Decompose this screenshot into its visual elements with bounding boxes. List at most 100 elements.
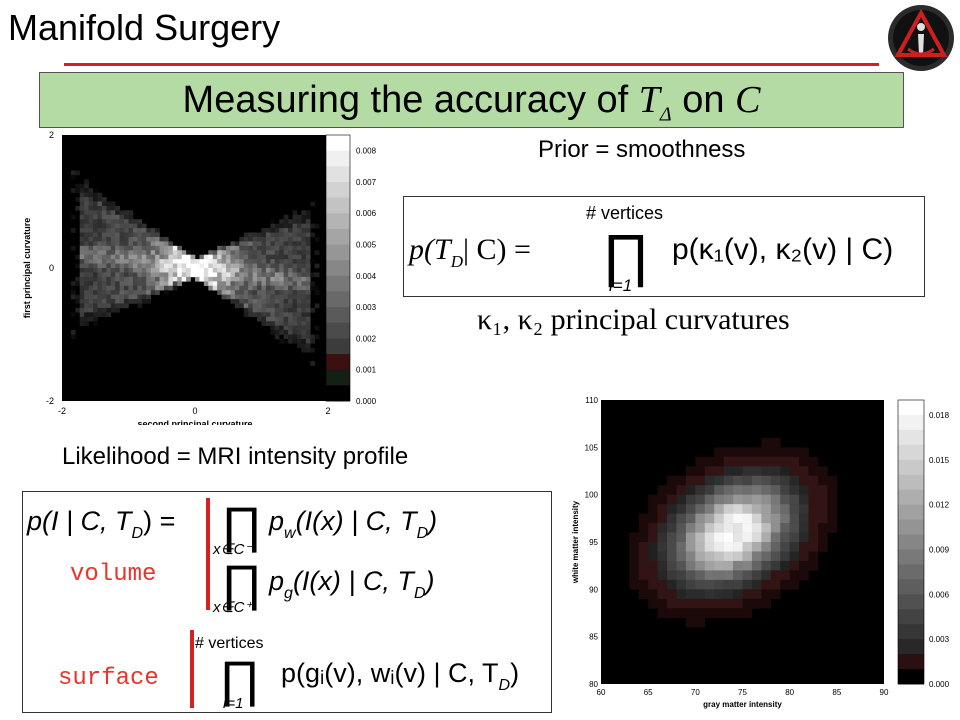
colorbar-step — [898, 639, 924, 655]
heatmap-cell — [97, 197, 103, 202]
heatmap-cell — [132, 236, 138, 242]
heatmap-cell — [270, 250, 276, 256]
colorbar-tick-label: 0.008 — [356, 147, 377, 156]
heatmap-cell — [84, 241, 89, 247]
heatmap-cell — [279, 223, 284, 229]
heatmap-cell — [212, 254, 218, 260]
colorbar-step — [326, 354, 350, 371]
product-icon: ∏ — [221, 555, 262, 611]
heatmap-cell — [714, 579, 724, 590]
heatmap-cell — [97, 205, 103, 211]
heatmap-cell — [685, 560, 696, 571]
heatmap-cell — [279, 250, 284, 256]
heatmap-cell — [155, 259, 160, 264]
x-tick-label: 60 — [597, 688, 606, 697]
heatmap-cell — [270, 232, 276, 238]
heatmap-cell — [159, 268, 165, 273]
heatmap-cell — [270, 276, 276, 282]
heatmap-cell — [248, 281, 253, 287]
heatmap-cell — [115, 307, 120, 313]
heatmap-cell — [208, 272, 214, 278]
heatmap-cell — [770, 542, 781, 552]
y-tick-label: 90 — [589, 585, 598, 594]
heatmap-cell — [226, 263, 231, 269]
heatmap-cell — [150, 228, 156, 233]
heatmap-cell — [310, 347, 316, 353]
heatmap-cell — [270, 321, 276, 326]
heatmap-cell — [132, 250, 138, 256]
heatmap-cell — [261, 290, 267, 295]
heatmap-cell — [301, 219, 307, 224]
colorbar-step — [898, 609, 924, 625]
heatmap-cell — [265, 285, 271, 291]
heatmap-cell — [234, 294, 240, 300]
heatmap-cell — [239, 285, 245, 291]
heatmap-cell — [97, 219, 103, 224]
heatmap-cell — [159, 281, 165, 287]
heatmap-cell — [132, 245, 138, 251]
heatmap-cell — [146, 228, 151, 233]
colorbar-tick-label: 0.007 — [356, 178, 377, 187]
heatmap-cell — [310, 223, 316, 229]
heatmap-cell — [195, 272, 200, 278]
heatmap-cell — [84, 299, 89, 304]
heatmap-cell — [770, 466, 781, 477]
heatmap-cell — [695, 485, 706, 495]
heatmap-cell — [742, 447, 753, 458]
heatmap-cell — [723, 466, 734, 477]
heatmap-cell — [124, 272, 129, 278]
heatmap-cell — [230, 241, 236, 247]
heatmap-cell — [314, 272, 320, 278]
heatmap-cell — [296, 343, 302, 349]
heatmap-cell — [780, 466, 790, 477]
heatmap-cell — [115, 276, 120, 282]
heatmap-cell — [239, 303, 245, 309]
heatmap-cell — [274, 250, 280, 256]
heatmap-cell — [292, 307, 298, 313]
heatmap-cell — [234, 299, 240, 304]
heatmap-cell — [270, 254, 276, 260]
heatmap-cell — [274, 334, 280, 340]
heatmap-cell — [101, 254, 107, 260]
heatmap-cell — [770, 551, 781, 562]
heatmap-cell — [141, 294, 147, 300]
heatmap-cell — [146, 236, 151, 242]
heatmap-cell — [101, 219, 107, 224]
heatmap-cell — [799, 570, 809, 581]
heatmap-cell — [257, 245, 262, 251]
heatmap-cell — [288, 228, 293, 233]
heatmap-cell — [292, 290, 298, 295]
heatmap-cell — [296, 232, 302, 238]
heatmap-cell — [79, 307, 85, 313]
heatmap-cell — [212, 259, 218, 264]
heatmap-cell — [657, 504, 668, 514]
heatmap-cell — [817, 485, 828, 495]
colorbar-step — [326, 135, 350, 152]
heatmap-cell — [310, 201, 316, 207]
heatmap-cell — [314, 223, 320, 229]
heatmap-cell — [742, 598, 753, 609]
heatmap-cell — [301, 214, 307, 220]
heatmap-cell — [252, 307, 258, 313]
heatmap-cell — [761, 551, 772, 562]
heatmap-cell — [742, 504, 753, 514]
heatmap-cell — [181, 276, 187, 282]
heatmap-cell — [301, 263, 307, 269]
heatmap-cell — [695, 532, 706, 543]
heatmap-cell — [296, 299, 302, 304]
heatmap-cell — [292, 232, 298, 238]
heatmap-cell — [292, 241, 298, 247]
heatmap-cell — [97, 290, 103, 295]
heatmap-cell — [203, 268, 209, 273]
heatmap-cell — [261, 307, 267, 313]
heatmap-cell — [234, 254, 240, 260]
heatmap-cell — [252, 245, 258, 251]
heatmap-cell — [181, 272, 187, 278]
heatmap-cell — [657, 608, 668, 619]
heatmap-cell — [155, 254, 160, 260]
heatmap-cell — [84, 219, 89, 224]
heatmap-cell — [248, 263, 253, 269]
heatmap-cell — [163, 285, 169, 291]
heatmap-cell — [146, 276, 151, 282]
heatmap-cell — [742, 551, 753, 562]
